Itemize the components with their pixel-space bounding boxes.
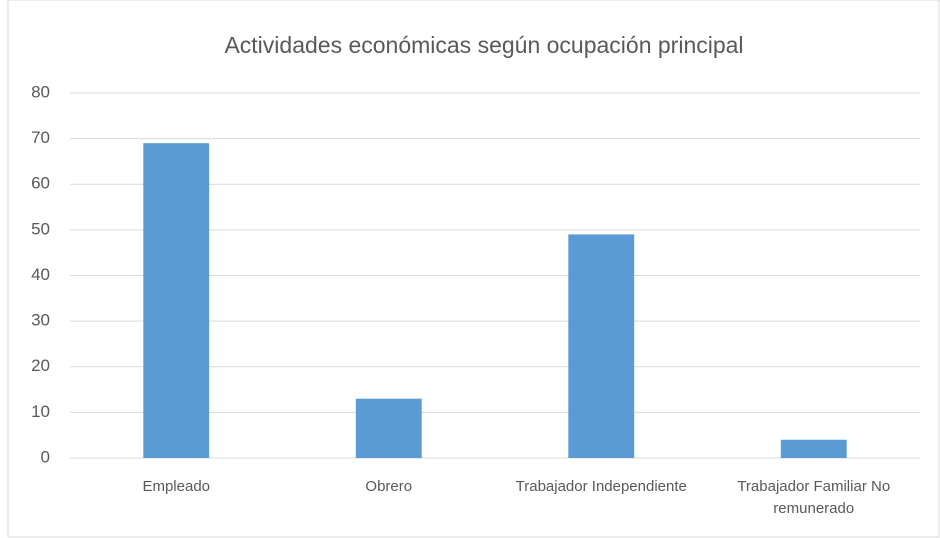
x-tick-label: Obrero (365, 478, 413, 495)
y-tick-label: 20 (31, 356, 50, 375)
y-tick-label: 60 (31, 174, 50, 193)
y-tick-label: 40 (31, 265, 50, 284)
chart-border (7, 0, 940, 538)
x-tick-label: Trabajador Independiente (515, 478, 687, 495)
y-tick-label: 70 (31, 128, 50, 147)
x-tick-label: Trabajador Familiar No remunerado (737, 478, 891, 517)
y-tick-label: 0 (41, 447, 50, 466)
y-tick-label: 10 (31, 402, 50, 421)
bar (780, 439, 847, 458)
chart-title: Actividades económicas según ocupación p… (224, 32, 743, 58)
y-tick-label: 30 (31, 311, 50, 330)
y-tick-label: 50 (31, 219, 50, 238)
bar (568, 234, 635, 458)
y-tick-label: 80 (31, 82, 50, 101)
bar (143, 143, 210, 458)
x-tick-label: Empleado (142, 478, 211, 495)
bar (355, 398, 422, 458)
